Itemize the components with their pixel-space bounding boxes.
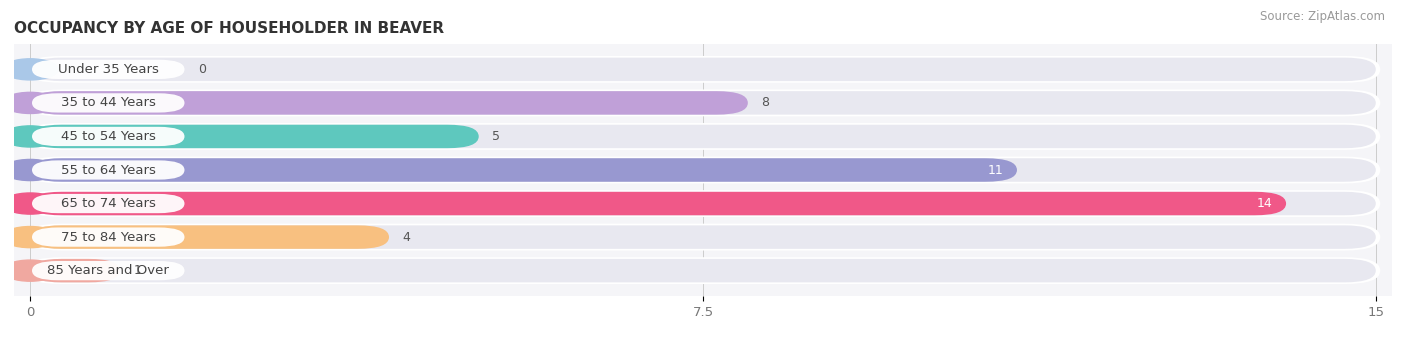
Text: 75 to 84 Years: 75 to 84 Years — [60, 231, 156, 243]
Text: 5: 5 — [492, 130, 501, 143]
Circle shape — [1, 260, 59, 281]
Text: 1: 1 — [134, 264, 141, 277]
Text: Under 35 Years: Under 35 Years — [58, 63, 159, 76]
Circle shape — [1, 126, 59, 147]
FancyBboxPatch shape — [30, 225, 1376, 249]
FancyBboxPatch shape — [32, 60, 184, 79]
Text: 4: 4 — [402, 231, 411, 243]
Text: 65 to 74 Years: 65 to 74 Years — [60, 197, 156, 210]
Text: 45 to 54 Years: 45 to 54 Years — [60, 130, 156, 143]
Text: Source: ZipAtlas.com: Source: ZipAtlas.com — [1260, 10, 1385, 23]
FancyBboxPatch shape — [25, 123, 1381, 150]
FancyBboxPatch shape — [30, 125, 1376, 148]
Circle shape — [1, 159, 59, 181]
FancyBboxPatch shape — [30, 259, 120, 283]
FancyBboxPatch shape — [32, 261, 184, 280]
Text: 85 Years and Over: 85 Years and Over — [48, 264, 169, 277]
FancyBboxPatch shape — [32, 227, 184, 247]
Circle shape — [1, 226, 59, 248]
FancyBboxPatch shape — [30, 225, 389, 249]
Text: OCCUPANCY BY AGE OF HOUSEHOLDER IN BEAVER: OCCUPANCY BY AGE OF HOUSEHOLDER IN BEAVE… — [14, 21, 444, 36]
FancyBboxPatch shape — [30, 259, 1376, 283]
Text: 0: 0 — [198, 63, 205, 76]
Text: 35 to 44 Years: 35 to 44 Years — [60, 97, 156, 109]
Circle shape — [1, 92, 59, 114]
FancyBboxPatch shape — [25, 56, 1381, 83]
Text: 11: 11 — [988, 164, 1004, 176]
Text: 14: 14 — [1257, 197, 1272, 210]
FancyBboxPatch shape — [25, 190, 1381, 217]
FancyBboxPatch shape — [30, 91, 748, 115]
FancyBboxPatch shape — [30, 91, 1376, 115]
Circle shape — [1, 193, 59, 214]
FancyBboxPatch shape — [30, 125, 478, 148]
FancyBboxPatch shape — [32, 160, 184, 180]
Circle shape — [1, 59, 59, 80]
FancyBboxPatch shape — [30, 192, 1376, 215]
FancyBboxPatch shape — [30, 158, 1017, 182]
FancyBboxPatch shape — [25, 257, 1381, 284]
FancyBboxPatch shape — [32, 194, 184, 213]
Text: 8: 8 — [761, 97, 769, 109]
FancyBboxPatch shape — [25, 157, 1381, 183]
FancyBboxPatch shape — [30, 57, 1376, 81]
FancyBboxPatch shape — [25, 224, 1381, 251]
FancyBboxPatch shape — [30, 192, 1286, 215]
FancyBboxPatch shape — [30, 158, 1376, 182]
FancyBboxPatch shape — [25, 89, 1381, 116]
Text: 55 to 64 Years: 55 to 64 Years — [60, 164, 156, 176]
FancyBboxPatch shape — [32, 127, 184, 146]
FancyBboxPatch shape — [32, 93, 184, 113]
